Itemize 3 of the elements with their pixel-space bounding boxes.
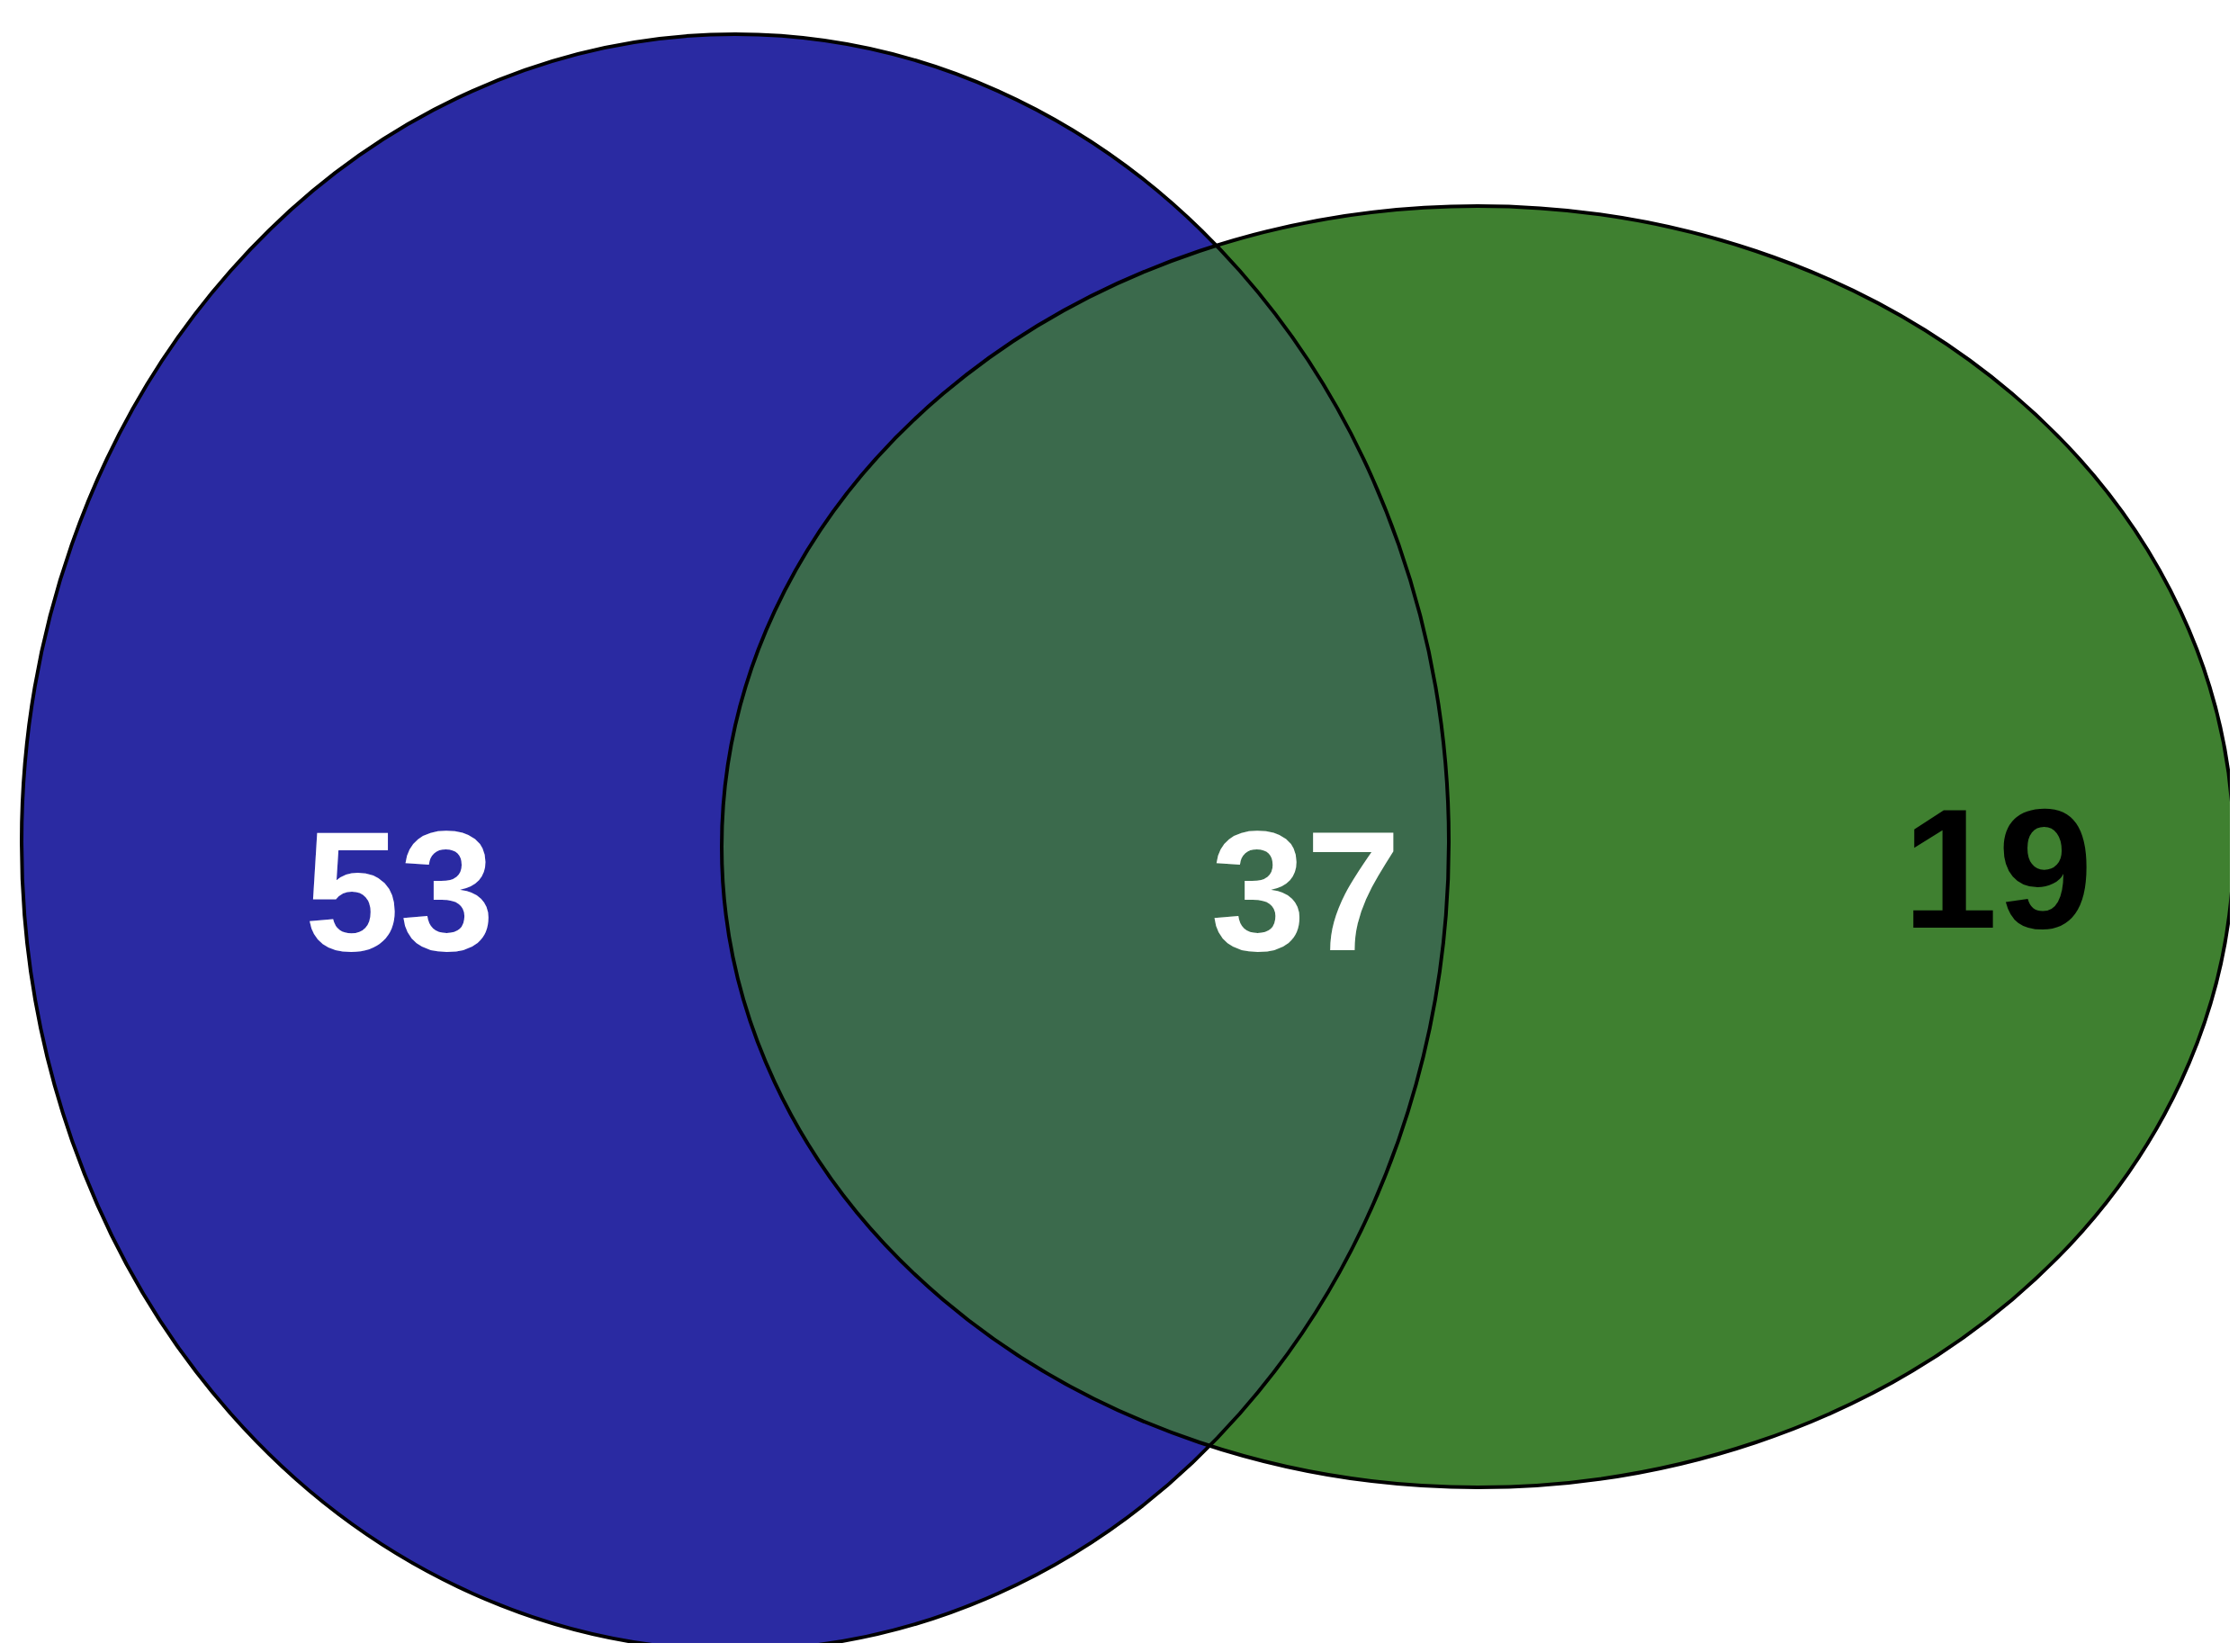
data-label: 53 [304,795,495,987]
data-label: 37 [1210,795,1401,987]
data-label: 19 [1902,773,2093,965]
